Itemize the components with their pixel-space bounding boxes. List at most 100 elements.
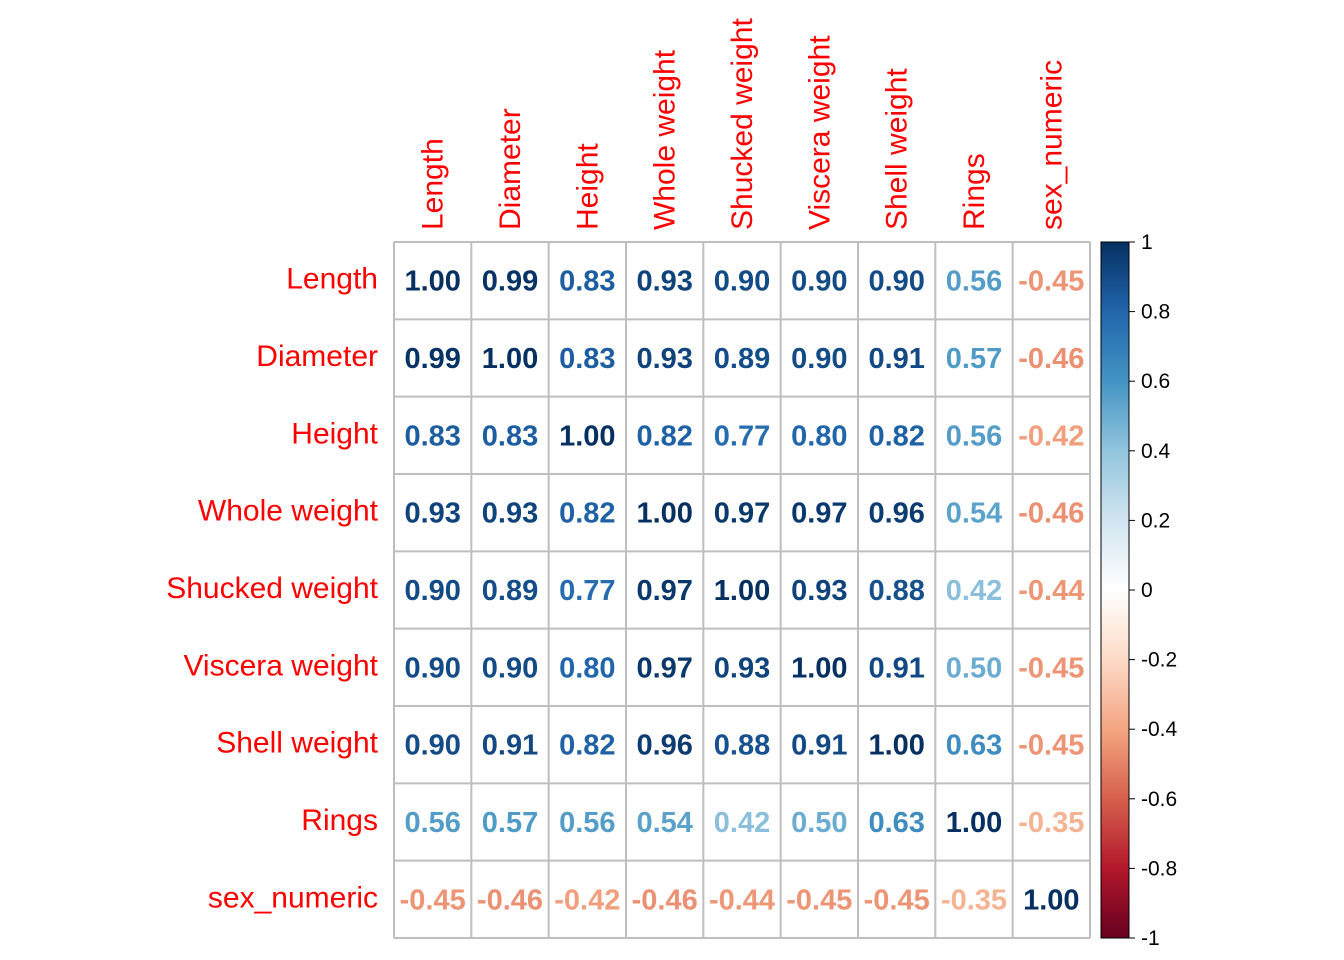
cell-value: 0.88 [868,575,924,607]
row-label: Whole weight [198,495,379,528]
cell-value: 0.93 [636,266,692,298]
matrix-cells: 1.00 0.99 0.83 0.93 0.90 0.90 0.90 0.56 -0.45 0.9… [400,266,1085,917]
cell-value: 0.54 [946,498,1002,530]
cell-value: 0.54 [636,807,692,839]
cell-value: 0.99 [482,266,538,298]
cell-value: 0.42 [714,807,770,839]
cell-value: 0.93 [482,498,538,530]
cell-value: 0.97 [636,652,692,684]
column-label: Whole weight [649,49,682,230]
cell-value: 0.93 [714,652,770,684]
row-label: Shell weight [216,727,378,760]
cell-value: 0.90 [404,575,460,607]
colorbar-tick-label: -1 [1141,927,1160,950]
cell-value: 0.88 [714,730,770,762]
cell-value: -0.44 [1018,575,1084,607]
cell-value: 0.97 [791,498,847,530]
cell-value: 1.00 [559,420,615,452]
cell-value: 0.89 [714,343,770,375]
cell-value: -0.45 [864,884,930,916]
cell-value: 1.00 [791,652,847,684]
row-label: Diameter [256,340,378,373]
cell-value: -0.46 [632,884,698,916]
cell-value: 0.80 [791,420,847,452]
row-label: Viscera weight [183,649,378,682]
cell-value: 0.77 [714,420,770,452]
cell-value: -0.42 [554,884,620,916]
cell-value: 1.00 [1023,884,1079,916]
cell-value: 0.80 [559,652,615,684]
cell-value: 1.00 [404,266,460,298]
cell-value: -0.45 [1018,266,1084,298]
cell-value: 0.50 [946,652,1002,684]
cell-value: 1.00 [636,498,692,530]
matrix-grid [393,241,1091,939]
cell-value: 0.93 [791,575,847,607]
colorbar-tick-label: -0.6 [1141,788,1177,811]
column-label: Viscera weight [803,35,836,230]
cell-value: 0.91 [868,343,924,375]
column-labels: Length Diameter Height Whole weight Shucked … [417,18,1069,230]
row-label: Rings [301,804,378,837]
cell-value: 0.56 [559,807,615,839]
cell-value: 0.90 [791,266,847,298]
cell-value: 0.99 [404,343,460,375]
cell-value: 1.00 [714,575,770,607]
cell-value: -0.35 [1018,807,1084,839]
cell-value: -0.45 [1018,652,1084,684]
cell-value: -0.42 [1018,420,1084,452]
cell-value: 0.93 [636,343,692,375]
cell-value: 1.00 [482,343,538,375]
cell-value: -0.45 [400,884,466,916]
row-label: Length [286,263,378,296]
cell-value: 0.57 [482,807,538,839]
cell-value: 0.90 [868,266,924,298]
cell-value: 0.77 [559,575,615,607]
column-label: Rings [958,153,991,230]
column-label: Shell weight [881,68,914,230]
cell-value: 0.56 [404,807,460,839]
colorbar-tick-label: 0 [1141,579,1153,602]
cell-value: 0.83 [559,343,615,375]
column-label: Height [571,143,604,230]
cell-value: 0.50 [791,807,847,839]
cell-value: 0.90 [404,652,460,684]
cell-value: 0.97 [636,575,692,607]
cell-value: 0.56 [946,266,1002,298]
cell-value: 0.96 [636,730,692,762]
cell-value: 0.63 [868,807,924,839]
cell-value: 0.42 [946,575,1002,607]
cell-value: -0.46 [1018,343,1084,375]
cell-value: 0.83 [482,420,538,452]
cell-value: 0.91 [791,730,847,762]
cell-value: 0.57 [946,343,1002,375]
cell-value: 0.91 [868,652,924,684]
column-label: Length [417,138,450,230]
cell-value: 0.82 [636,420,692,452]
cell-value: 0.83 [559,266,615,298]
cell-value: 0.63 [946,730,1002,762]
cell-value: 0.90 [404,730,460,762]
cell-value: -0.45 [786,884,852,916]
cell-value: 0.82 [559,730,615,762]
cell-value: 0.82 [559,498,615,530]
colorbar-tick-label: 0.4 [1141,440,1171,463]
cell-value: 0.90 [714,266,770,298]
colorbar-tick-label: 0.2 [1141,509,1170,532]
colorbar-tick-label: -0.2 [1141,649,1177,672]
cell-value: 0.90 [482,652,538,684]
column-label: Shucked weight [726,18,759,230]
row-label: Shucked weight [166,572,378,605]
colorbar-gradient [1100,241,1130,939]
row-label: sex_numeric [208,881,378,914]
cell-value: -0.35 [941,884,1007,916]
cell-value: -0.46 [477,884,543,916]
colorbar-tick-label: 1 [1141,231,1153,254]
row-label: Height [291,417,378,450]
colorbar-tick-label: 0.8 [1141,301,1170,324]
cell-value: -0.46 [1018,498,1084,530]
cell-value: 0.83 [404,420,460,452]
cell-value: 0.82 [868,420,924,452]
colorbar-tick-label: -0.8 [1141,857,1177,880]
cell-value: 0.96 [868,498,924,530]
